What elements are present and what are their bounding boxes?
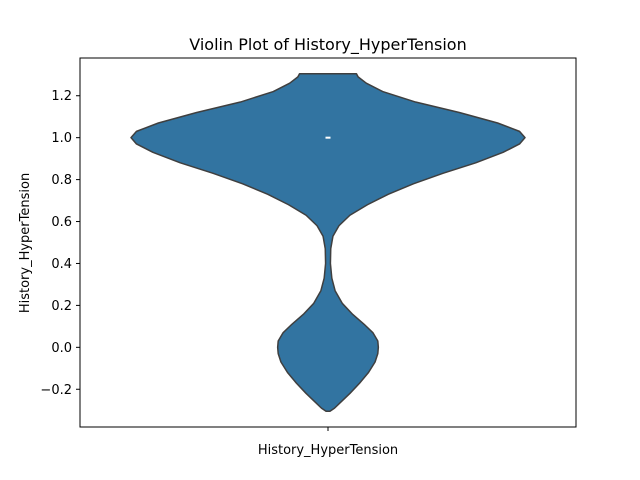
y-tick-label: 0.0 — [51, 341, 72, 356]
violin-body — [130, 72, 526, 413]
chart-title: Violin Plot of History_HyperTension — [189, 35, 466, 55]
y-tick-label: 0.8 — [51, 173, 72, 188]
y-tick-label: 1.0 — [51, 131, 72, 146]
x-axis-label: History_HyperTension — [258, 443, 398, 458]
y-axis-label: History_HyperTension — [18, 173, 33, 313]
y-tick-label: 1.2 — [51, 89, 72, 104]
y-tick-label: 0.6 — [51, 215, 72, 230]
y-tick-label: −0.2 — [40, 383, 72, 398]
y-tick-label: 0.2 — [51, 299, 72, 314]
y-axis-ticks: −0.2 0.0 0.2 0.4 0.6 0.8 1.0 1.2 — [40, 89, 80, 398]
y-tick-label: 0.4 — [51, 257, 72, 272]
